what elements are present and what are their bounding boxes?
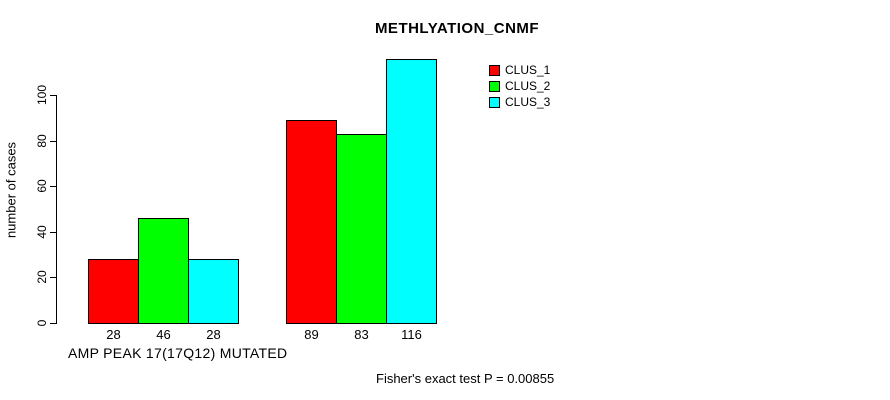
legend-label: CLUS_1 <box>505 63 551 77</box>
y-axis-tick-label: 80 <box>35 134 49 148</box>
legend-swatch-icon <box>489 64 500 76</box>
legend-swatch-icon <box>489 96 500 108</box>
x-group-label: AMP PEAK 17(17Q12) MUTATED <box>68 345 288 361</box>
legend-label: CLUS_3 <box>505 95 551 109</box>
bar-value-label: 83 <box>354 327 369 342</box>
legend-label: CLUS_2 <box>505 79 551 93</box>
legend-row-clus_3: CLUS_3 <box>489 95 550 109</box>
y-axis-tick-label: 40 <box>35 225 49 239</box>
chart-title: METHLYATION_CNMF <box>374 20 540 37</box>
y-axis-tick <box>50 232 57 233</box>
bar-clus_1-group1 <box>88 259 139 324</box>
bar-value-label: 116 <box>401 327 422 342</box>
legend-row-clus_1: CLUS_1 <box>489 63 550 77</box>
bar-value-label: 89 <box>304 327 319 342</box>
bar-clus_3-group1 <box>188 259 239 324</box>
y-axis-tick-label: 100 <box>35 84 49 106</box>
y-axis-line <box>56 95 57 324</box>
y-axis-tick <box>50 141 57 142</box>
bar-clus_3-group2 <box>386 59 437 324</box>
y-axis-tick <box>50 277 57 278</box>
bar-clus_2-group2 <box>336 134 387 324</box>
y-axis-tick-label: 20 <box>35 270 49 284</box>
bar-value-label: 28 <box>106 327 121 342</box>
y-axis-label: number of cases <box>3 141 19 239</box>
bar-clus_1-group2 <box>286 120 337 324</box>
stat-test-text: Fisher's exact test P = 0.00855 <box>376 371 555 386</box>
y-axis-tick-label: 0 <box>35 319 49 327</box>
y-axis-tick <box>50 323 57 324</box>
y-axis-tick <box>50 95 57 96</box>
legend-swatch-icon <box>489 80 500 92</box>
legend-row-clus_2: CLUS_2 <box>489 79 550 93</box>
bar-value-label: 46 <box>156 327 171 342</box>
legend: CLUS_1 CLUS_2 CLUS_3 <box>489 63 550 111</box>
bar-clus_2-group1 <box>138 218 189 324</box>
y-axis-tick-label: 60 <box>35 179 49 193</box>
y-axis-tick <box>50 186 57 187</box>
bar-value-label: 28 <box>206 327 221 342</box>
